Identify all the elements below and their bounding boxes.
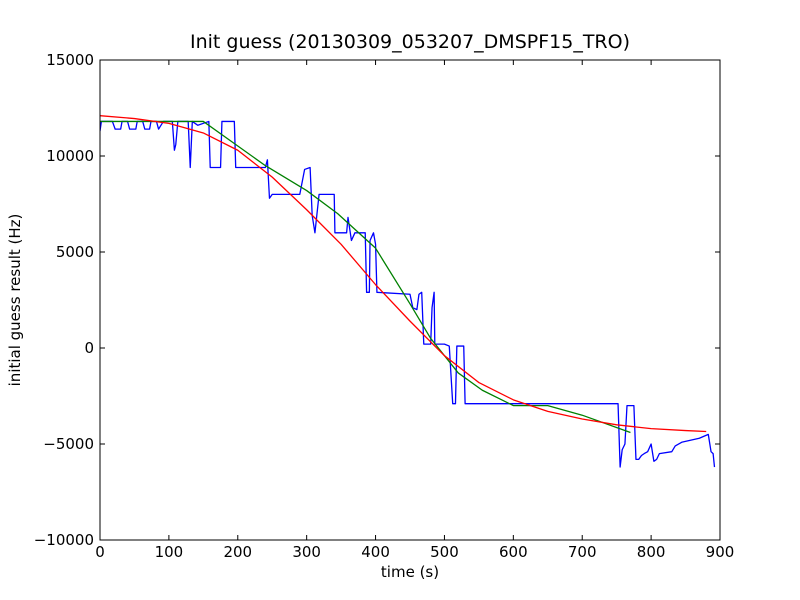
series-line-1 <box>100 120 716 468</box>
x-tick-label: 500 <box>430 543 459 561</box>
x-tick-label: 800 <box>637 543 666 561</box>
y-tick-label: −5000 <box>43 435 94 453</box>
series-line-2 <box>100 120 631 434</box>
y-tick-label: 15000 <box>46 51 94 69</box>
y-tick-label: −10000 <box>34 531 94 549</box>
chart-title: Init guess (20130309_053207_DMSPF15_TRO) <box>190 31 630 53</box>
x-tick-label: 0 <box>95 543 105 561</box>
y-tick-label: 10000 <box>46 147 94 165</box>
x-tick-label: 100 <box>155 543 184 561</box>
x-tick-label: 700 <box>568 543 597 561</box>
x-tick-label: 200 <box>223 543 252 561</box>
x-tick-label: 900 <box>706 543 735 561</box>
y-axis-label: initial guess result (Hz) <box>6 214 24 387</box>
y-tick-label: 0 <box>84 339 94 357</box>
plot-area: 0 100 200 300 400 500 600 700 800 900 −10000 −5000 0… <box>34 51 735 561</box>
x-tick-label: 600 <box>499 543 528 561</box>
y-tick-label: 5000 <box>56 243 94 261</box>
x-axis-label: time (s) <box>381 563 439 581</box>
x-tick-label: 400 <box>361 543 390 561</box>
series-line-3 <box>100 115 707 433</box>
plot-frame <box>99 59 721 541</box>
x-tick-label: 300 <box>292 543 321 561</box>
